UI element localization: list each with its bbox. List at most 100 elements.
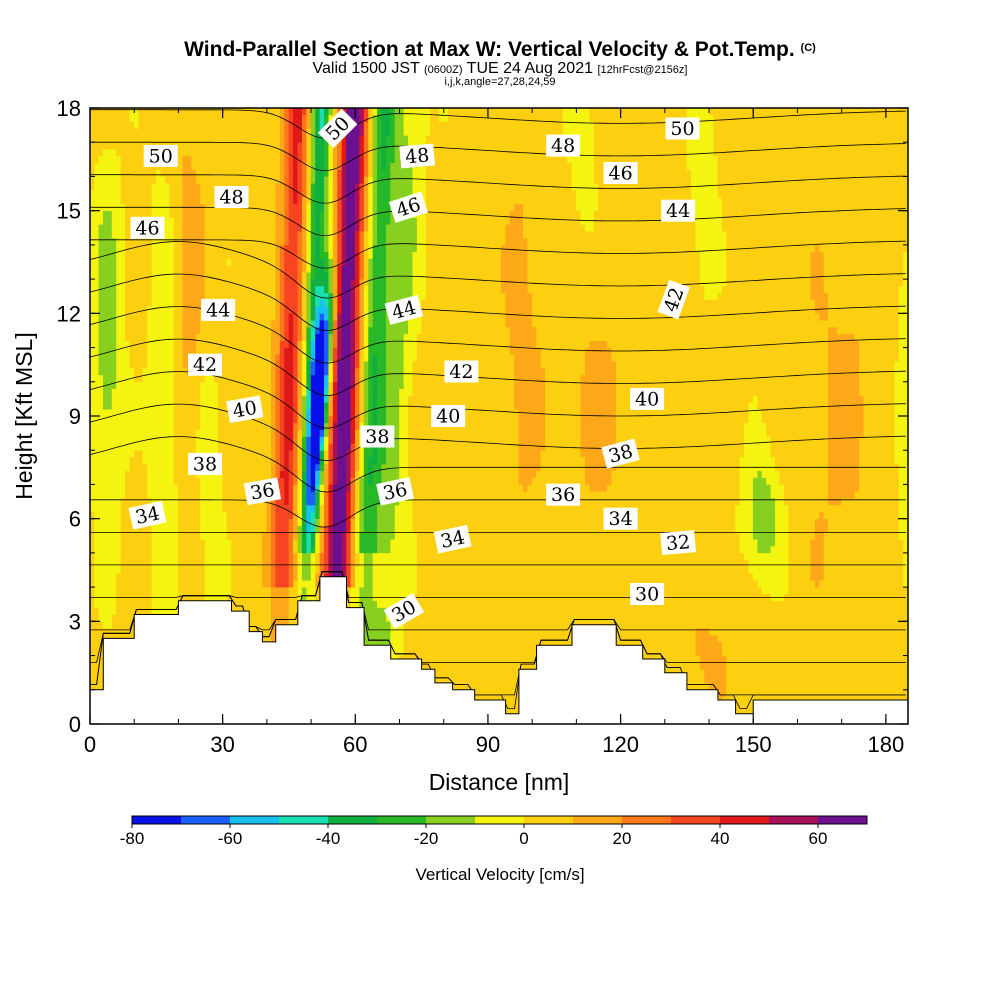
field-cell [107,395,112,402]
field-cell [253,436,258,443]
field-cell [359,135,364,142]
field-cell [293,477,298,484]
field-cell [134,381,139,388]
field-cell [342,559,347,566]
field-cell [280,512,285,519]
field-cell [293,553,298,560]
field-cell [289,553,294,560]
field-cell [214,409,219,416]
field-cell [333,498,338,505]
field-cell [196,238,201,245]
field-cell [222,491,227,498]
field-cell [191,299,196,306]
field-cell [169,607,174,614]
field-cell [112,340,117,347]
field-cell [302,334,307,341]
field-cell [129,553,134,560]
field-cell [191,238,196,245]
field-cell [103,409,108,416]
field-cell [134,299,139,306]
field-cell [311,313,316,320]
field-cell [275,512,280,519]
field-cell [320,279,325,286]
field-cell [209,210,214,217]
field-cell [116,183,121,190]
field-cell [364,327,369,334]
field-cell [280,306,285,313]
field-cell [337,429,342,436]
field-cell [231,115,236,122]
field-cell [209,149,214,156]
field-cell [222,594,227,601]
field-cell [280,443,285,450]
field-cell [134,293,139,300]
field-cell [293,272,298,279]
field-cell [183,231,188,238]
field-cell [306,594,311,601]
field-cell [178,128,183,135]
field-cell [205,587,210,594]
field-cell [165,327,170,334]
field-cell [222,334,227,341]
field-cell [315,334,320,341]
field-cell [183,197,188,204]
field-cell [178,245,183,252]
field-cell [152,553,157,560]
field-cell [138,443,143,450]
field-cell [240,443,245,450]
field-cell [191,587,196,594]
field-cell [236,299,241,306]
field-cell [138,464,143,471]
field-cell [214,484,219,491]
field-cell [271,518,276,525]
field-cell [377,580,382,587]
field-cell [112,628,117,635]
field-cell [107,238,112,245]
field-cell [271,190,276,197]
field-cell [258,183,263,190]
field-cell [298,395,303,402]
field-cell [147,559,152,566]
field-cell [107,457,112,464]
field-cell [191,183,196,190]
field-cell [99,443,104,450]
field-cell [311,238,316,245]
field-cell [373,313,378,320]
field-cell [364,381,369,388]
field-cell [289,484,294,491]
field-cell [174,320,179,327]
field-cell [249,429,254,436]
field-cell [103,210,108,217]
field-cell [315,299,320,306]
field-cell [143,539,148,546]
field-cell [209,491,214,498]
field-cell [258,306,263,313]
field-cell [293,204,298,211]
field-cell [160,601,165,608]
field-cell [209,532,214,539]
field-cell [116,457,121,464]
field-cell [187,299,192,306]
field-cell [231,327,236,334]
field-cell [258,224,263,231]
field-cell [293,251,298,258]
field-cell [103,368,108,375]
field-cell [165,320,170,327]
field-cell [160,409,165,416]
field-cell [267,512,272,519]
field-cell [280,135,285,142]
field-cell [359,546,364,553]
field-cell [249,566,254,573]
field-cell [368,320,373,327]
field-cell [183,121,188,128]
field-cell [143,388,148,395]
field-cell [152,245,157,252]
field-cell [333,238,338,245]
field-cell [280,484,285,491]
field-cell [138,162,143,169]
field-cell [169,361,174,368]
field-cell [125,286,130,293]
field-cell [103,142,108,149]
field-cell [359,320,364,327]
field-cell [302,197,307,204]
